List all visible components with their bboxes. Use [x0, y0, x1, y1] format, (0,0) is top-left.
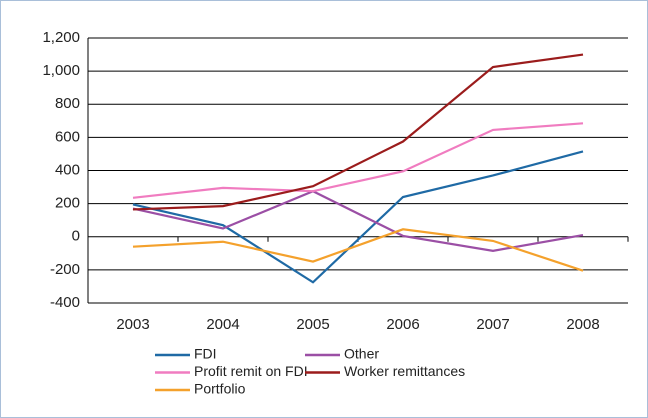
y-tick-label: 800	[55, 95, 80, 112]
y-tick-label: 200	[55, 195, 80, 212]
y-tick-label: 1,000	[42, 62, 80, 79]
series-line	[132, 189, 584, 252]
x-tick-label: 2007	[476, 316, 509, 333]
legend-label: Other	[344, 346, 379, 362]
series-line	[132, 53, 584, 211]
x-tick-label: 2006	[386, 316, 419, 333]
y-tick-label: -200	[50, 261, 80, 278]
x-tick-label: 2003	[116, 316, 149, 333]
y-tick-label: -400	[50, 294, 80, 311]
x-tick-label: 2008	[566, 316, 599, 333]
x-tick-label: 2004	[206, 316, 239, 333]
y-tick-label: 600	[55, 128, 80, 145]
legend-label: Profit remit on FDI	[194, 363, 308, 379]
y-tick-label: 400	[55, 161, 80, 178]
series-line	[132, 122, 584, 199]
y-tick-label: 1,200	[42, 29, 80, 46]
legend-label: Portfolio	[194, 381, 246, 397]
legend-label: FDI	[194, 346, 217, 362]
legend-label: Worker remittances	[344, 363, 465, 379]
series-line	[132, 228, 584, 272]
series-line	[132, 150, 584, 284]
x-tick-label: 2005	[296, 316, 329, 333]
y-tick-label: 0	[72, 228, 80, 245]
